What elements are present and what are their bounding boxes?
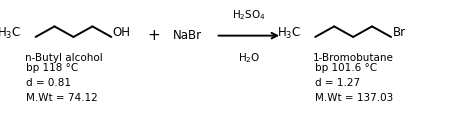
Text: bp 101.6 °C
d = 1.27
M.Wt = 137.03: bp 101.6 °C d = 1.27 M.Wt = 137.03 bbox=[315, 63, 393, 103]
Text: H$_2$SO$_4$: H$_2$SO$_4$ bbox=[232, 9, 266, 22]
Text: bp 118 °C
d = 0.81
M.Wt = 74.12: bp 118 °C d = 0.81 M.Wt = 74.12 bbox=[26, 63, 98, 103]
Text: n-Butyl alcohol: n-Butyl alcohol bbox=[25, 53, 103, 63]
Text: Br: Br bbox=[392, 27, 406, 39]
Text: H$_3$C: H$_3$C bbox=[0, 25, 21, 41]
Text: OH: OH bbox=[113, 27, 131, 39]
Text: +: + bbox=[148, 28, 160, 43]
Text: H$_2$O: H$_2$O bbox=[237, 51, 260, 65]
Text: H$_3$C: H$_3$C bbox=[277, 25, 301, 41]
Text: NaBr: NaBr bbox=[173, 29, 202, 42]
Text: 1-Bromobutane: 1-Bromobutane bbox=[313, 53, 393, 63]
